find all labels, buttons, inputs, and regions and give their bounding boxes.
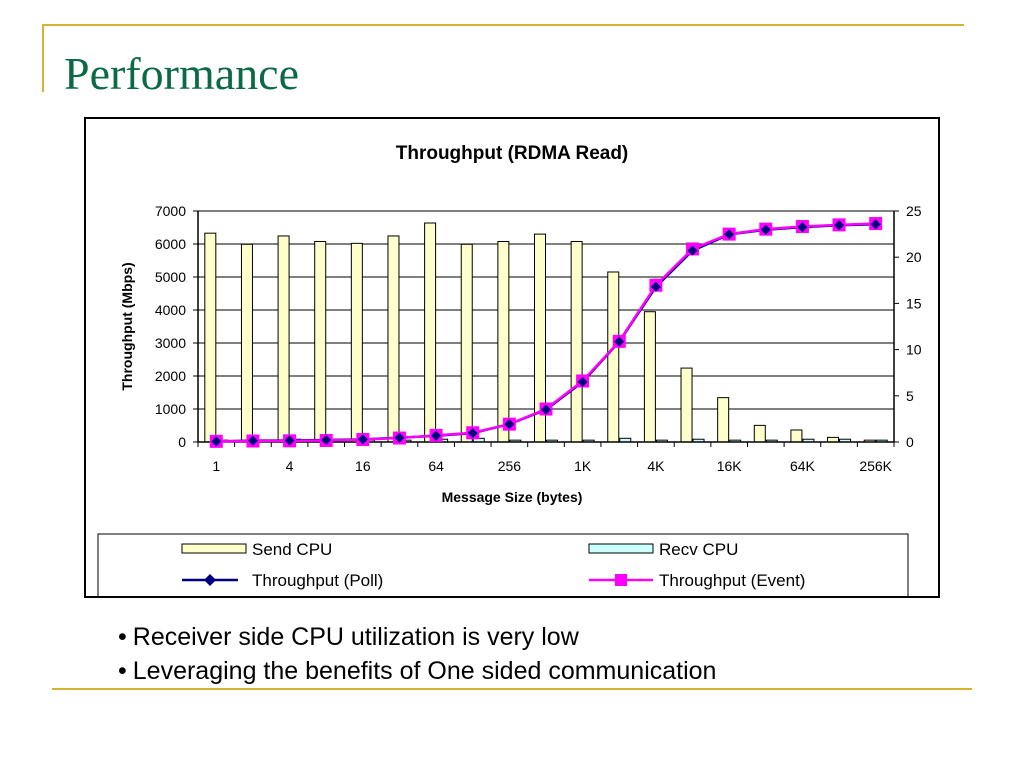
y-tick-label: 7000: [155, 203, 186, 219]
x-tick-label: 1K: [574, 458, 592, 474]
poll-point: [614, 336, 625, 347]
legend-label-poll: Throughput (Poll): [252, 571, 383, 590]
bottom-rule: [52, 688, 972, 690]
y-tick-label: 3000: [155, 335, 186, 351]
slide-title: Performance: [64, 48, 299, 99]
throughput-chart: Throughput (RDMA Read) 0 1000 2000 3000 4000 5…: [97, 143, 922, 596]
x-axis-title: Message Size (bytes): [442, 489, 583, 505]
send-cpu-bar: [314, 240, 327, 443]
poll-point: [357, 434, 368, 445]
send-cpu-bar: [717, 397, 730, 443]
send-cpu-bar: [460, 243, 473, 443]
y-axis-title: Throughput (Mbps): [119, 262, 135, 390]
y-tick-label: 4000: [155, 302, 186, 318]
poll-point: [321, 435, 332, 446]
title-rule-left: [42, 24, 44, 92]
poll-point: [284, 435, 295, 446]
y-tick-label: 1000: [155, 401, 186, 417]
legend-swatch-send-cpu: [181, 543, 247, 554]
send-cpu-bar: [753, 424, 766, 443]
y-tick-label: 6000: [155, 236, 186, 252]
send-cpu-bar: [350, 242, 363, 443]
poll-point: [431, 430, 442, 441]
legend-swatch-recv-cpu: [588, 543, 654, 554]
send-cpu-bar: [387, 235, 400, 443]
poll-point: [211, 436, 222, 447]
y-tick-label: 0: [178, 434, 186, 450]
y2-tick-label: 10: [906, 342, 922, 358]
y2-tick-label: 0: [906, 434, 914, 450]
x-tick-label: 4: [286, 458, 294, 474]
poll-point: [541, 404, 551, 415]
x-tick-label: 256: [498, 458, 522, 474]
poll-point: [650, 281, 661, 292]
x-tick-label: 256K: [859, 458, 892, 474]
poll-point: [577, 376, 588, 387]
bullet-icon: •: [118, 657, 127, 685]
legend-marker-poll: [204, 574, 216, 586]
chart-frame: Throughput (RDMA Read) 0 1000 2000 3000 4000 5…: [84, 117, 940, 598]
legend-marker-event: [615, 574, 627, 586]
title-rule-top: [42, 24, 964, 26]
y2-tick-label: 5: [906, 388, 914, 404]
y2-tick-label: 25: [906, 203, 922, 219]
poll-point: [504, 419, 515, 430]
chart-title: Throughput (RDMA Read): [396, 143, 629, 164]
bullet-icon: •: [118, 623, 127, 651]
poll-point: [394, 432, 405, 443]
send-cpu-bar: [643, 311, 656, 443]
send-cpu-bar: [497, 240, 510, 443]
bullet-item: • Receiver side CPU utilization is very l…: [118, 620, 716, 654]
poll-point: [760, 224, 771, 235]
y2-tick-label: 15: [906, 295, 922, 311]
legend-label-event: Throughput (Event): [659, 571, 805, 590]
send-cpu-bar: [607, 271, 620, 443]
send-cpu-bar: [424, 222, 437, 443]
poll-point: [467, 428, 478, 439]
send-cpu-bar: [680, 367, 693, 443]
x-tick-label: 4K: [647, 458, 665, 474]
send-cpu-bar: [204, 232, 217, 443]
poll-point: [834, 220, 845, 231]
legend-label-recv-cpu: Recv CPU: [659, 540, 738, 559]
send-cpu-bar: [790, 429, 803, 443]
bullet-item: • Leveraging the benefits of One sided co…: [118, 654, 716, 688]
poll-point: [797, 222, 808, 233]
bullet-text: Receiver side CPU utilization is very lo…: [132, 623, 579, 651]
x-tick-label: 16K: [717, 458, 743, 474]
poll-point: [724, 229, 735, 240]
poll-point: [687, 245, 698, 256]
legend-label-send-cpu: Send CPU: [252, 540, 332, 559]
y-tick-label: 2000: [155, 368, 186, 384]
poll-point: [870, 219, 881, 230]
send-cpu-bar: [240, 243, 253, 443]
x-tick-label: 1: [212, 458, 220, 474]
poll-point: [247, 435, 258, 446]
x-tick-label: 64: [428, 458, 444, 474]
bullet-text: Leveraging the benefits of One sided com…: [132, 657, 717, 685]
x-tick-label: 64K: [790, 458, 816, 474]
send-cpu-bar: [277, 235, 290, 443]
bullet-list: • Receiver side CPU utilization is very l…: [118, 620, 716, 688]
send-cpu-bar: [570, 240, 583, 443]
y-tick-label: 5000: [155, 269, 186, 285]
x-tick-label: 16: [355, 458, 371, 474]
y2-tick-label: 20: [906, 249, 922, 265]
